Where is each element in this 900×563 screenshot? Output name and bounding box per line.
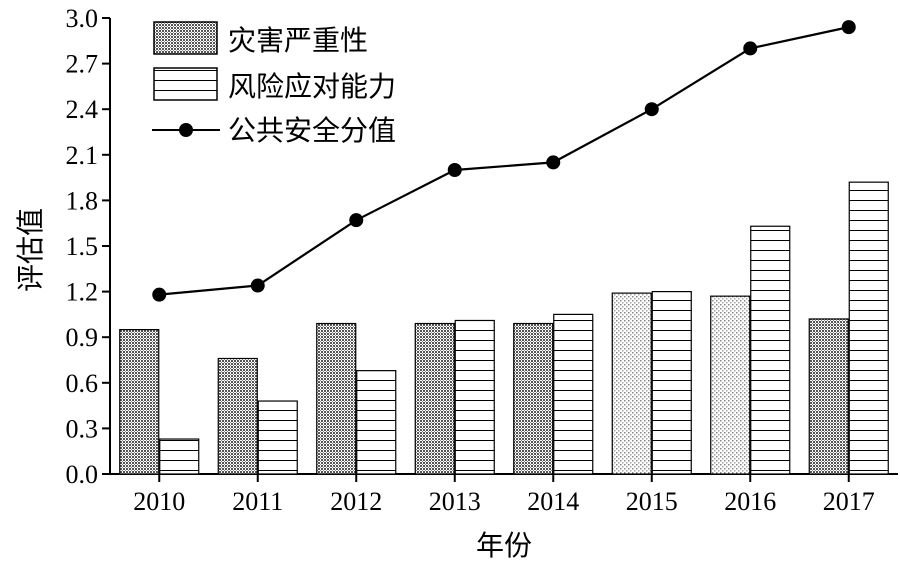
y-axis-title: 评估值 [14,208,47,292]
y-tick-label: 1.8 [66,186,99,215]
x-tick-label: 2017 [823,487,875,516]
point-public-safety-2013 [447,163,462,177]
point-public-safety-2011 [250,278,265,293]
x-axis-title: 年份 [476,529,532,562]
x-axis-ticks: 2010 2011 2012 2013 2014 2015 2016 2017 [133,474,875,516]
bar-risk-response-2011 [257,400,298,475]
x-tick-label: 2011 [232,487,283,516]
x-tick-label: 2016 [724,487,776,516]
point-public-safety-2016 [743,41,758,56]
y-tick-label: 0.9 [66,323,99,352]
y-tick-label: 2.7 [66,50,99,79]
legend-swatch-risk-response [153,67,218,101]
y-tick-label: 1.5 [66,232,99,261]
bar-disaster-severity-2013 [414,322,455,475]
y-tick-label: 0.3 [66,414,99,443]
legend-label-public-safety: 公共安全分值 [228,114,396,147]
legend: 灾害严重性 风险应对能力 公共安全分值 [152,21,396,147]
point-public-safety-2015 [644,102,659,117]
y-axis-ticks: 0.0 0.3 0.6 0.9 1.2 1.5 1.8 2.1 2.4 2.7 3.0 [66,4,110,489]
bar-risk-response-2013 [454,319,495,475]
bar-risk-response-2016 [750,225,791,475]
x-tick-label: 2015 [626,487,678,516]
y-tick-label: 3.0 [66,4,99,33]
legend-line-marker [179,123,193,137]
bar-risk-response-2012 [356,370,397,475]
legend-label-disaster-severity: 灾害严重性 [228,24,368,57]
x-tick-label: 2010 [133,487,185,516]
bar-disaster-severity-2015 [611,292,652,475]
bar-disaster-severity-2012 [316,322,357,475]
bar-risk-response-2017 [848,181,889,475]
y-tick-label: 0.6 [66,369,99,398]
point-public-safety-2014 [546,155,561,170]
bar-disaster-severity-2014 [513,322,554,475]
bar-disaster-severity-2016 [710,295,751,475]
line-series [152,20,856,302]
x-tick-label: 2012 [330,487,382,516]
point-public-safety-2012 [349,213,364,228]
y-tick-label: 2.4 [66,95,99,124]
y-tick-label: 2.1 [66,141,99,170]
y-tick-label: 1.2 [66,278,99,307]
point-public-safety-2010 [152,287,167,302]
bar-series [119,181,889,475]
bar-risk-response-2014 [553,313,594,475]
line-public-safety [159,26,849,296]
bar-risk-response-2015 [651,291,692,475]
x-tick-label: 2014 [527,487,579,516]
legend-label-risk-response: 风险应对能力 [228,70,396,103]
legend-swatch-disaster-severity [153,21,218,55]
point-public-safety-2017 [841,20,856,35]
bar-disaster-severity-2011 [217,357,258,475]
bar-risk-response-2010 [159,438,200,475]
bar-disaster-severity-2010 [119,329,160,475]
bar-disaster-severity-2017 [808,318,849,475]
x-tick-label: 2013 [429,487,481,516]
y-tick-label: 0.0 [66,460,99,489]
